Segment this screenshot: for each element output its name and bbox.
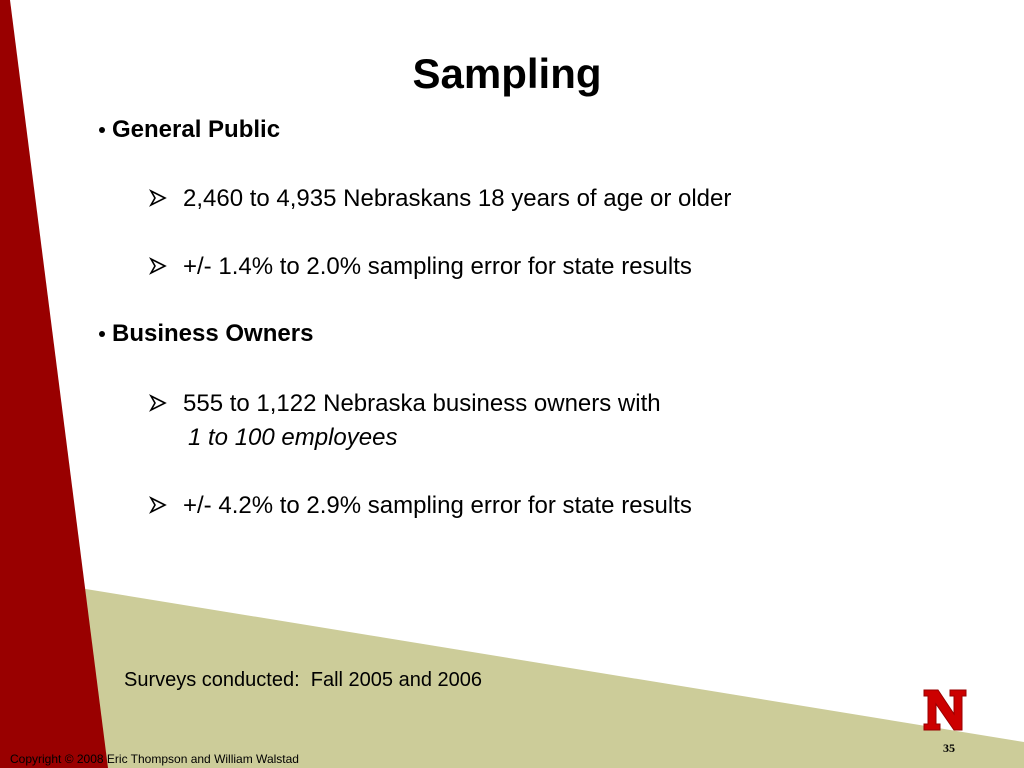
section-heading: Business Owners [112,320,314,347]
bullet [99,127,105,133]
item-text: 555 to 1,122 Nebraska business owners wi… [183,390,661,417]
section-heading: General Public [112,116,281,143]
arrow-bullet [149,394,167,412]
red-band [0,0,108,768]
note: Surveys conducted: Fall 2005 and 2006 [124,669,483,691]
item-text: +/- 1.4% to 2.0% sampling error for stat… [183,253,692,280]
arrow-bullet [149,496,167,514]
olive-band [0,575,1024,768]
item-emphasis: 1 to 100 employees [188,424,398,451]
copyright: Copyright © 2008 Eric Thompson and Willi… [10,752,299,766]
arrow-bullet [149,257,167,275]
title: Sampling [412,50,602,97]
item-text: +/- 4.2% to 2.9% sampling error for stat… [183,492,692,519]
page-number: 35 [943,741,955,755]
arrow-bullet [149,189,167,207]
bullet [99,331,105,337]
item-text: 2,460 to 4,935 Nebraskans 18 years of ag… [183,185,732,212]
n-logo [923,689,967,731]
